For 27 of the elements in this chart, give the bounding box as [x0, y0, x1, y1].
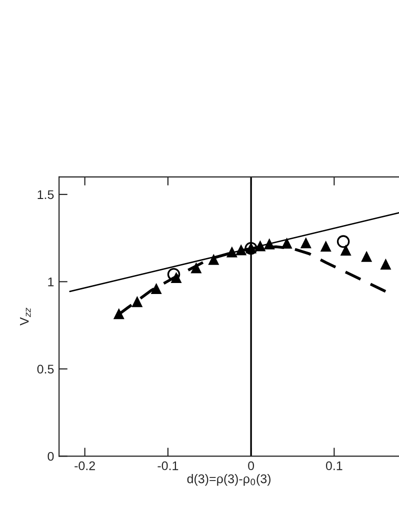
y-axis-title: V$_{zz}$: [20, 308, 31, 326]
y-tick-label: 0: [48, 452, 54, 461]
y-tick-label: 1: [48, 278, 54, 286]
point: [191, 263, 202, 274]
point: [380, 260, 391, 270]
x-axis-title: d(3)=ρ(3)-ρ$_{0}$(3): [187, 474, 270, 486]
point: [236, 245, 246, 256]
point: [264, 239, 274, 250]
x-tick-label: 0.1: [326, 461, 342, 470]
x-tick-label: -0.1: [158, 461, 178, 470]
point: [208, 254, 219, 265]
point: [320, 242, 331, 252]
point: [255, 241, 266, 252]
point: [282, 238, 292, 249]
x-tick-label: 0: [248, 461, 254, 470]
point: [340, 246, 351, 256]
y-tick-label: 1.5: [38, 190, 54, 200]
point: [167, 268, 180, 281]
point: [151, 284, 162, 294]
y-tick-label: 0.5: [37, 364, 54, 374]
point: [362, 252, 372, 262]
point: [114, 309, 124, 320]
x-tick-label: -0.2: [74, 461, 95, 470]
point: [132, 297, 142, 308]
point: [226, 247, 237, 258]
point: [336, 235, 350, 248]
point: [300, 238, 311, 248]
